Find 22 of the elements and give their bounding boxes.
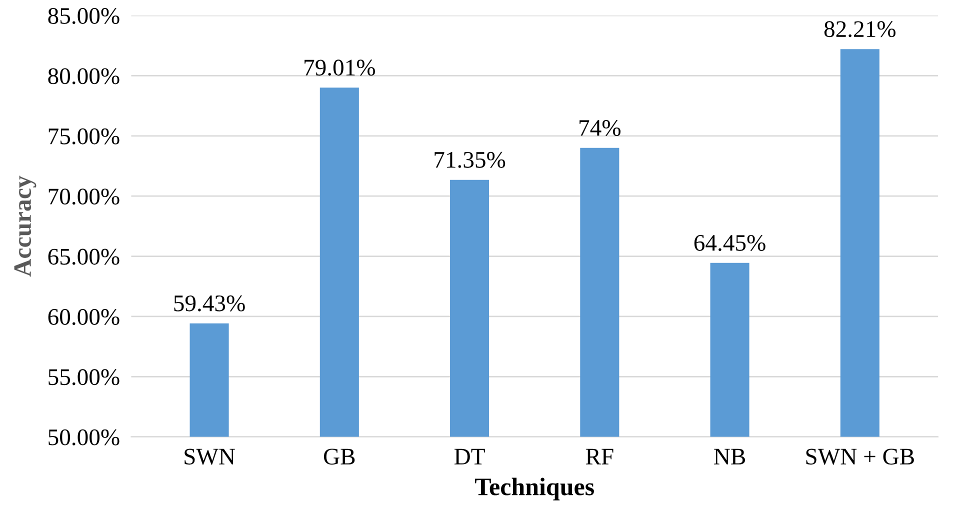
x-tick-label: DT [454,448,485,464]
x-tick-label: NB [714,448,746,464]
x-tick-label: SWN + GB [806,448,914,465]
y-tick-label: 50.00% [48,429,120,446]
y-tick-label: 65.00% [48,248,120,265]
data-label: 79.01% [304,60,376,76]
x-axis-title: Techniques [475,478,594,500]
data-label: 59.43% [174,295,245,312]
data-label: 74% [580,120,620,136]
y-tick-label: 85.00% [48,8,120,24]
data-label: 71.35% [434,152,506,168]
y-tick-label: 75.00% [48,128,120,144]
y-tick-label: 80.00% [48,68,120,84]
x-tick-label: RF [586,448,614,464]
y-tick-label: 60.00% [48,308,120,326]
y-tick-label: 55.00% [48,369,120,386]
data-label: 64.45% [694,234,766,251]
y-axis-title: Accuracy [14,176,36,277]
y-tick-label: 70.00% [48,188,120,205]
x-tick-label: SWN [184,448,235,465]
x-tick-label: GB [324,448,355,465]
data-label: 82.21% [824,21,896,38]
